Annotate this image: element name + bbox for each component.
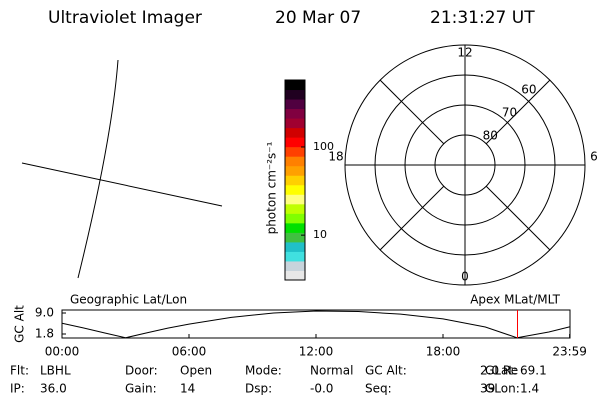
color-band bbox=[285, 184, 305, 195]
status-value: LBHL bbox=[40, 364, 71, 378]
color-band bbox=[285, 260, 305, 271]
x-tick-label: 06:00 bbox=[172, 345, 207, 359]
diagonal bbox=[379, 79, 445, 145]
lat-label: 60 bbox=[521, 83, 536, 97]
left-label: Geographic Lat/Lon bbox=[70, 293, 187, 307]
color-band bbox=[285, 194, 305, 205]
status-value: 36.0 bbox=[40, 382, 67, 396]
status-label: Mode: bbox=[245, 364, 282, 378]
status-value: Normal bbox=[310, 364, 353, 378]
status-value: Open bbox=[180, 364, 212, 378]
status-value: 2.0 Re bbox=[480, 364, 518, 378]
status-label: Flt: bbox=[10, 364, 29, 378]
status-value: 69.1 bbox=[520, 364, 547, 378]
mlt-label: 18 bbox=[328, 150, 343, 164]
color-band bbox=[285, 203, 305, 214]
x-tick-label: 12:00 bbox=[299, 345, 334, 359]
colorbar-frame bbox=[284, 79, 306, 281]
colorbar-tick-label: 100 bbox=[313, 140, 334, 153]
diagonal bbox=[379, 185, 445, 251]
color-band bbox=[285, 108, 305, 119]
color-band bbox=[285, 251, 305, 262]
meridian bbox=[77, 59, 119, 279]
status-value: 1.4 bbox=[520, 382, 539, 396]
y-tick-label: 1.8 bbox=[35, 327, 54, 341]
color-band bbox=[285, 99, 305, 110]
status-label: Gain: bbox=[125, 382, 157, 396]
color-band bbox=[285, 80, 305, 91]
lat-label: 80 bbox=[483, 129, 498, 143]
color-band bbox=[285, 156, 305, 167]
color-band bbox=[285, 89, 305, 100]
plot-frame bbox=[61, 309, 571, 339]
x-tick-label: 00:00 bbox=[45, 345, 80, 359]
x-tick-label: 18:00 bbox=[426, 345, 461, 359]
color-band bbox=[285, 270, 305, 281]
lat-label: 70 bbox=[502, 106, 517, 120]
parallel bbox=[21, 162, 223, 207]
status-label: GLon: bbox=[485, 382, 520, 396]
diagonal bbox=[485, 79, 551, 145]
altitude-line bbox=[61, 310, 571, 339]
status-label: GLat: bbox=[485, 364, 517, 378]
diagonal bbox=[485, 185, 551, 251]
status-value: -0.0 bbox=[310, 382, 333, 396]
instrument: Ultraviolet Imager bbox=[48, 8, 202, 28]
color-band bbox=[285, 146, 305, 157]
status-label: GC Alt: bbox=[365, 364, 407, 378]
color-band bbox=[285, 118, 305, 129]
color-band bbox=[285, 175, 305, 186]
geo-grid bbox=[21, 59, 223, 279]
status-value: 39 bbox=[480, 382, 495, 396]
status-label: Dsp: bbox=[245, 382, 272, 396]
status-label: IP: bbox=[10, 382, 25, 396]
time: 21:31:27 UT bbox=[430, 8, 535, 28]
colorbar-title: photon cm⁻²s⁻¹ bbox=[265, 141, 279, 234]
status-label: Seq: bbox=[365, 382, 392, 396]
mlt-label: 12 bbox=[457, 46, 472, 60]
right-label: Apex MLat/MLT bbox=[470, 293, 560, 307]
color-band bbox=[285, 241, 305, 252]
color-band bbox=[285, 137, 305, 148]
color-band bbox=[285, 165, 305, 176]
status-label: Door: bbox=[125, 364, 158, 378]
mlt-label: 6 bbox=[590, 150, 598, 164]
y-axis-title: GC Alt bbox=[13, 305, 27, 343]
colorbar-tick-label: 10 bbox=[313, 228, 327, 241]
color-band bbox=[285, 222, 305, 233]
x-tick-label: 23:59 bbox=[552, 345, 587, 359]
color-band bbox=[285, 127, 305, 138]
color-band bbox=[285, 232, 305, 243]
y-tick-label: 9.0 bbox=[35, 306, 54, 320]
status-value: 14 bbox=[180, 382, 195, 396]
date: 20 Mar 07 bbox=[275, 8, 361, 28]
color-band bbox=[285, 213, 305, 224]
